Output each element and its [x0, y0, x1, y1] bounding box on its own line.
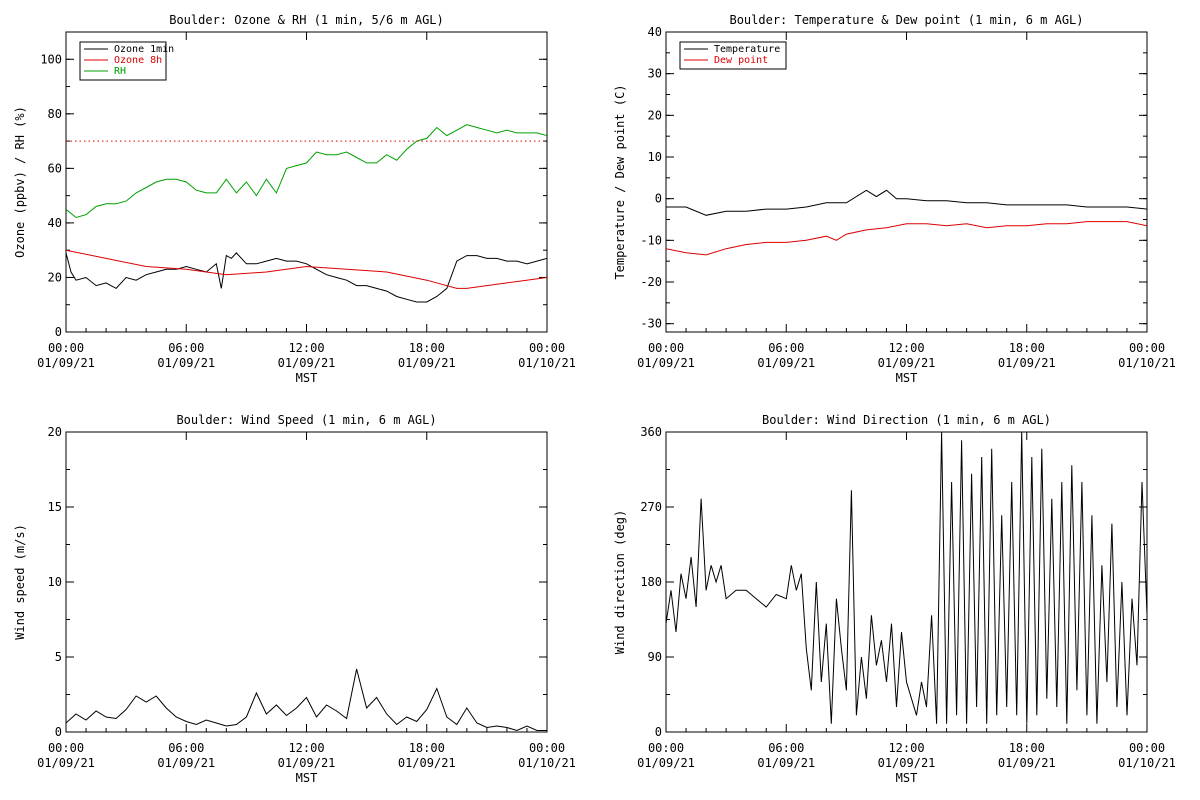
x-tick-date: 01/09/21 — [878, 356, 936, 370]
series-line-1 — [666, 221, 1147, 256]
y-tick-label: -10 — [640, 233, 662, 247]
x-tick-time: 00:00 — [48, 741, 84, 755]
x-tick-date: 01/09/21 — [157, 356, 215, 370]
y-tick-label: 40 — [648, 25, 662, 39]
y-tick-label: 0 — [655, 725, 662, 739]
x-tick-time: 18:00 — [1009, 741, 1045, 755]
chart-panel-2: Boulder: Wind Speed (1 min, 6 m AGL) 0 5 10… — [13, 413, 576, 785]
x-tick-time: 06:00 — [768, 741, 804, 755]
y-tick-label: 60 — [48, 161, 62, 175]
x-tick-date: 01/09/21 — [878, 756, 936, 770]
y-tick-label: 360 — [640, 425, 662, 439]
x-tick-time: 00:00 — [648, 341, 684, 355]
y-axis-label: Wind direction (deg) — [613, 510, 627, 655]
x-tick-date: 01/09/21 — [637, 756, 695, 770]
x-tick-date: 01/09/21 — [637, 356, 695, 370]
chart-title: Boulder: Temperature & Dew point (1 min,… — [729, 13, 1083, 27]
y-tick-label: 100 — [40, 52, 62, 66]
x-tick-time: 12:00 — [888, 741, 924, 755]
x-tick-date: 01/10/21 — [1118, 756, 1176, 770]
y-tick-label: -30 — [640, 317, 662, 331]
y-tick-label: 90 — [648, 650, 662, 664]
y-tick-label: 0 — [55, 725, 62, 739]
x-tick-time: 00:00 — [48, 341, 84, 355]
y-tick-label: 10 — [48, 575, 62, 589]
legend-box — [79, 41, 167, 81]
x-tick-time: 00:00 — [529, 741, 565, 755]
x-tick-date: 01/09/21 — [398, 756, 456, 770]
chart-panel-0: Boulder: Ozone & RH (1 min, 5/6 m AGL) 0 2… — [13, 13, 576, 385]
legend-label: Ozone 1min — [114, 44, 174, 55]
x-tick-date: 01/09/21 — [757, 356, 815, 370]
chart-panel-1: Boulder: Temperature & Dew point (1 min,… — [613, 13, 1176, 385]
y-axis-label: Ozone (ppbv) / RH (%) — [13, 106, 27, 258]
x-tick-date: 01/10/21 — [1118, 356, 1176, 370]
legend-label: Temperature — [714, 44, 780, 55]
x-tick-date: 01/09/21 — [157, 756, 215, 770]
x-tick-date: 01/09/21 — [998, 756, 1056, 770]
y-tick-label: 180 — [640, 575, 662, 589]
chart-title: Boulder: Wind Speed (1 min, 6 m AGL) — [176, 413, 436, 427]
legend-label: RH — [114, 66, 126, 77]
x-tick-time: 06:00 — [168, 341, 204, 355]
legend-box — [679, 41, 787, 70]
x-tick-date: 01/10/21 — [518, 356, 576, 370]
x-tick-time: 18:00 — [409, 741, 445, 755]
x-tick-date: 01/09/21 — [37, 356, 95, 370]
y-tick-label: 270 — [640, 500, 662, 514]
plot-frame — [65, 431, 548, 733]
series-line-0 — [66, 252, 547, 303]
series-line-2 — [66, 124, 547, 219]
y-axis-label: Wind speed (m/s) — [13, 524, 27, 640]
x-tick-time: 12:00 — [288, 341, 324, 355]
y-tick-label: 15 — [48, 500, 62, 514]
chart-panel-3: Boulder: Wind Direction (1 min, 6 m AGL)… — [613, 413, 1176, 785]
y-tick-label: 40 — [48, 216, 62, 230]
x-tick-date: 01/09/21 — [757, 756, 815, 770]
y-tick-label: 30 — [648, 67, 662, 81]
x-tick-time: 18:00 — [409, 341, 445, 355]
y-tick-label: 80 — [48, 107, 62, 121]
x-tick-time: 00:00 — [1129, 341, 1165, 355]
x-tick-date: 01/09/21 — [37, 756, 95, 770]
y-tick-label: 10 — [648, 150, 662, 164]
x-tick-time: 12:00 — [888, 341, 924, 355]
x-tick-date: 01/09/21 — [278, 356, 336, 370]
legend-label: Dew point — [714, 55, 768, 66]
plot-frame — [665, 31, 1148, 333]
y-tick-label: 20 — [648, 108, 662, 122]
y-tick-label: 20 — [48, 425, 62, 439]
y-tick-label: 5 — [55, 650, 62, 664]
x-tick-time: 12:00 — [288, 741, 324, 755]
y-tick-label: 0 — [655, 192, 662, 206]
x-axis-label: MST — [896, 771, 918, 785]
x-tick-date: 01/09/21 — [278, 756, 336, 770]
x-tick-time: 06:00 — [768, 341, 804, 355]
x-tick-time: 00:00 — [648, 741, 684, 755]
chart-title: Boulder: Ozone & RH (1 min, 5/6 m AGL) — [169, 13, 444, 27]
y-axis-label: Temperature / Dew point (C) — [613, 84, 627, 279]
x-tick-time: 00:00 — [529, 341, 565, 355]
x-axis-label: MST — [896, 371, 918, 385]
series-line-0 — [666, 432, 1147, 724]
y-tick-label: -20 — [640, 275, 662, 289]
x-tick-time: 18:00 — [1009, 341, 1045, 355]
x-axis-label: MST — [296, 771, 318, 785]
chart-title: Boulder: Wind Direction (1 min, 6 m AGL) — [762, 413, 1051, 427]
series-line-1 — [66, 249, 547, 289]
series-line-0 — [66, 668, 547, 732]
y-tick-label: 0 — [55, 325, 62, 339]
x-tick-date: 01/10/21 — [518, 756, 576, 770]
x-tick-date: 01/09/21 — [998, 356, 1056, 370]
y-tick-label: 20 — [48, 270, 62, 284]
x-tick-time: 00:00 — [1129, 741, 1165, 755]
x-axis-label: MST — [296, 371, 318, 385]
legend-label: Ozone 8h — [114, 55, 162, 66]
x-tick-date: 01/09/21 — [398, 356, 456, 370]
x-tick-time: 06:00 — [168, 741, 204, 755]
series-line-0 — [666, 189, 1147, 216]
